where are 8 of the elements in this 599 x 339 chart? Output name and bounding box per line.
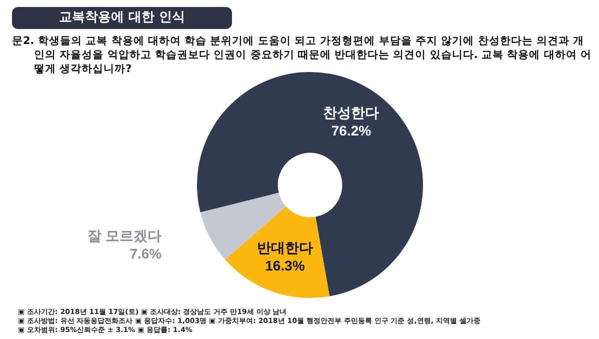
data-label: 16.3% (265, 257, 306, 274)
slice-label: 찬성한다 (323, 104, 380, 121)
chart-title: 교복착용에 대한 인식 (12, 7, 232, 29)
chart-subtitle: 문2. 학생들의 교복 착용에 대하여 학습 분위기에 도움이 되고 가정형편에 부담을 주지 않기에 찬성한다는 의견과 개인의 자율성을 억압하고 학습권보다 인권이 중요하기 때문에 반대한다는 의견이 있습니다. 교복 착용에 대하여 어떻게 생각하십니까? (12, 34, 593, 76)
data-label: 76.2% (331, 122, 372, 139)
slice-label: 반대한다 (256, 239, 313, 256)
slice-label: 잘 모르겠다 (88, 227, 162, 244)
data-label: 7.6% (130, 245, 162, 262)
